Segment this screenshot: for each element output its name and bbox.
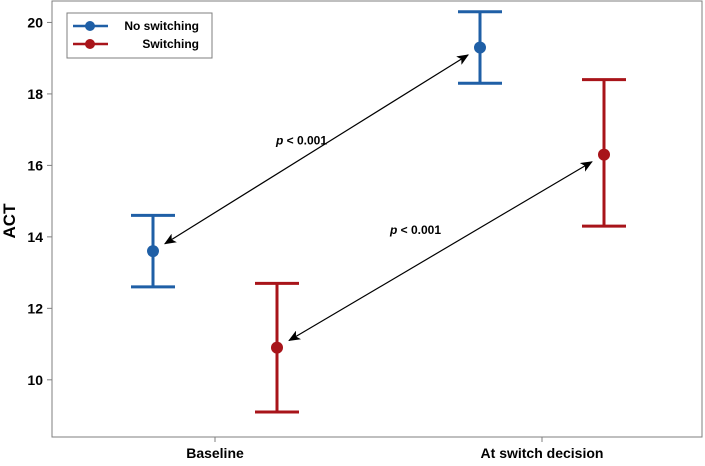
legend: No switching Switching [66, 12, 213, 59]
y-tick-label: 14 [27, 229, 43, 245]
y-tick-label: 16 [27, 157, 43, 173]
comparison-arrows [164, 54, 593, 342]
mean-point [271, 341, 283, 354]
y-tick-label: 10 [27, 372, 43, 388]
comparison-arrow [288, 161, 593, 342]
y-tick-label: 20 [27, 14, 43, 30]
y-tick-label: 12 [27, 300, 43, 316]
y-axis: 10 12 14 16 18 20 [27, 14, 52, 388]
x-axis: Baseline At switch decision [186, 437, 603, 461]
comparison-arrow [164, 54, 469, 245]
mean-point [598, 148, 610, 161]
series-switching [255, 78, 626, 414]
x-tick-label: Baseline [186, 445, 244, 461]
legend-marker [85, 21, 95, 31]
legend-label: Switching [142, 37, 199, 51]
mean-point [147, 245, 159, 258]
y-axis-title: ACT [0, 203, 19, 239]
series-layer [131, 10, 626, 414]
y-tick-label: 18 [27, 86, 43, 102]
p-value-annotation: p < 0.001 [389, 223, 441, 237]
legend-label: No switching [124, 19, 199, 33]
x-tick-label: At switch decision [481, 445, 604, 461]
plot-frame [51, 0, 703, 438]
annotations: p < 0.001 p < 0.001 [275, 133, 441, 237]
legend-marker [85, 39, 95, 49]
mean-point [474, 41, 486, 54]
p-value-annotation: p < 0.001 [275, 133, 327, 147]
series-no-switching [131, 10, 502, 289]
legend-box [66, 12, 213, 59]
